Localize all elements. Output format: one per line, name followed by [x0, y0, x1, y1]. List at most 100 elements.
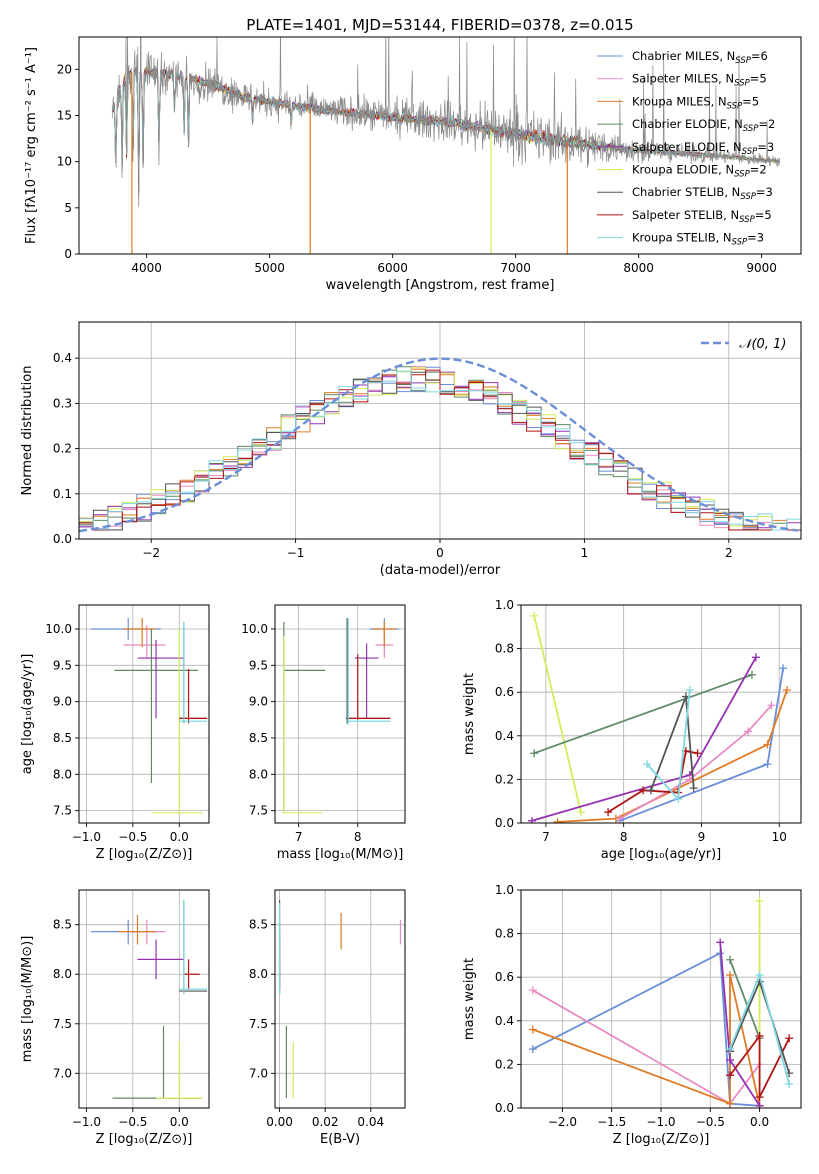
spectrum-axes-box [78, 36, 802, 255]
spectrum-legend-sub-5: SSP [734, 170, 750, 180]
age_vs_mass-point-4 [354, 643, 379, 719]
spectrum-xtick-label-3: 7000 [500, 261, 531, 275]
weight_vs_Z-ylabel: mass weight [462, 958, 477, 1040]
mass_vs_Z-point-8 [179, 899, 208, 995]
weight_vs_age-series-2 [527, 653, 760, 823]
weight_vs_Z-marker-8-0 [726, 1045, 735, 1054]
weight_vs_age-marker-2-2 [751, 653, 760, 662]
age_vs_mass-ytick-label-1: 8.0 [249, 767, 268, 781]
spectrum-legend-sub-2: SSP [727, 101, 743, 111]
spectrum-legend-sub-0: SSP [735, 56, 751, 66]
age_vs_Z-ytick-label-4: 9.5 [53, 658, 72, 672]
mass_vs_ebv-ytick-label-3: 8.5 [249, 918, 268, 932]
weight_vs_Z-series-8 [726, 971, 794, 1089]
residual_histogram-xtick-label-0: −2 [142, 546, 160, 560]
weight_vs_Z-xtick-label-3: −0.5 [696, 1115, 725, 1129]
age_vs_mass-ytick-label-2: 8.5 [249, 731, 268, 745]
spectrum-legend-sub-1: SSP [734, 79, 750, 89]
weight_vs_age-ytick-label-2: 0.4 [495, 729, 514, 743]
residual_histogram-ytick-label-0: 0.0 [53, 532, 72, 546]
mass_vs_ebv-xtick-label-0: 0.00 [266, 1115, 293, 1129]
weight_vs_age-xtick-label-1: 8 [620, 830, 628, 844]
weight_vs_Z-xtick-label-0: −2.0 [548, 1115, 577, 1129]
spectrum-legend-label-3: Chabrier ELODIE, NSSP=2 [632, 117, 775, 134]
weight_vs_age-series-8 [643, 686, 694, 804]
age_vs_Z-frame: −1.0 −0.5 0.0 7.5 8.0 8.5 9.0 9.5 10.0 Z [log₁₀(Z… [20, 604, 210, 862]
residual_histogram-xlabel: (data-model)/error [380, 563, 501, 578]
mass_vs_ebv-axes-box [274, 889, 406, 1109]
weight_vs_Z-marker-6-0 [726, 1071, 735, 1080]
weight_vs_age-marker-3-2 [779, 664, 788, 673]
weight_vs_Z-plot: −2.0 −1.5 −1.0 −0.5 0.0 0.0 0.2 0.4 0.6 0.8 1.0 Z [… [462, 883, 802, 1147]
spectrum-legend-label-5: Kroupa ELODIE, NSSP=2 [632, 163, 767, 180]
age_vs_mass-point-2 [372, 621, 397, 648]
weight_vs_Z-ytick-label-5: 1.0 [495, 883, 514, 897]
weight_vs_Z-marker-4-0 [726, 955, 735, 964]
age_vs_mass-ytick-label-3: 9.0 [249, 695, 268, 709]
spectrum-legend-text-7: Salpeter STELIB, N [632, 208, 739, 222]
histogram-legend-label: 𝒩(0, 1) [739, 337, 786, 352]
mass_vs_ebv-frame: 0.00 0.02 0.04 7.0 7.5 8.0 8.5 E(B-V) [249, 889, 406, 1147]
spectrum-legend-label-2: Kroupa MILES, NSSP=5 [632, 94, 759, 111]
weight_vs_age-frame: 7 8 9 10 0.0 0.2 0.4 0.6 0.8 1.0 age [log₁₀(age/yr… [462, 598, 802, 862]
weight_vs_Z-marker-1-0 [528, 986, 537, 995]
weight_vs_Z-ytick-label-4: 0.8 [495, 927, 514, 941]
weight_vs_Z-ytick-label-2: 0.4 [495, 1014, 514, 1028]
weight_vs_age-marker-1-1 [748, 670, 756, 679]
weight_vs_Z-xtick-label-2: −1.0 [646, 1115, 675, 1129]
weight_vs_Z-ytick-label-1: 0.2 [495, 1057, 514, 1071]
age_vs_Z-point-4 [137, 639, 184, 719]
spectrum-ytick-label-3: 15 [57, 108, 72, 122]
mass_vs_Z-xtick-label-0: −1.0 [72, 1115, 101, 1129]
age_vs_Z-ytick-label-1: 8.0 [53, 767, 72, 781]
weight_vs_age-marker-1-0 [530, 749, 539, 758]
age_vs_Z-ytick-label-3: 9.0 [53, 695, 72, 709]
age_vs_mass-grid [275, 605, 405, 823]
residual_histogram-ylabel: Normed distribution [20, 366, 35, 496]
weight_vs_age-ytick-label-5: 1.0 [495, 598, 514, 612]
mass_vs_ebv-ytick-label-0: 7.0 [249, 1066, 268, 1080]
spectrum-legend-sub-4: SSP [742, 147, 758, 157]
spectrum-legend-tail-8: =3 [747, 231, 764, 245]
spectrum-legend-tail-7: =5 [755, 208, 772, 222]
weight_vs_Z-xtick-label-1: −1.5 [597, 1115, 626, 1129]
histogram-series-7 [79, 369, 801, 531]
weight_vs_age-xlabel: age [log₁₀(age/yr)] [601, 847, 722, 862]
spectrum-legend-label-4: Salpeter ELODIE, NSSP=3 [632, 140, 774, 157]
spectrum-legend-text-1: Salpeter MILES, N [632, 72, 734, 86]
spectrum-legend-text-5: Kroupa ELODIE, N [632, 163, 734, 177]
weight_vs_Z-marker-8-2 [785, 1080, 794, 1089]
spectrum-legend-tail-0: =6 [751, 49, 768, 63]
spectrum-ytick-label-0: 0 [64, 247, 72, 261]
spectrum-ytick-label-2: 10 [57, 155, 72, 169]
spectrum-xtick-label-4: 8000 [623, 261, 654, 275]
weight_vs_age-marker-4-2 [763, 740, 772, 749]
age_vs_Z-xtick-label-2: 0.0 [170, 830, 189, 844]
spectrum-ytick-label-1: 5 [64, 201, 72, 215]
weight_vs_age-marker-0-0 [530, 611, 539, 620]
weight_vs_age-line-0 [533, 615, 582, 813]
weight_vs_age-series-4 [553, 686, 791, 823]
weight_vs_age-plot: 7 8 9 10 0.0 0.2 0.4 0.6 0.8 1.0 age [log₁₀(age/yr… [462, 598, 802, 862]
spectrum-data-line [111, 37, 781, 208]
weight_vs_Z-marker-2-1 [726, 1099, 735, 1108]
residual_histogram-xtick-label-2: 0 [436, 546, 444, 560]
weight_vs_age-marker-4-3 [783, 686, 791, 695]
weight_vs_age-marker-3-1 [763, 760, 772, 769]
mass_vs_Z-point-3 [112, 1025, 203, 1099]
spectrum-legend-label-6: Chabrier STELIB, NSSP=3 [632, 185, 773, 202]
spectrum-marks [111, 37, 781, 254]
spectrum-legend-sub-3: SSP [743, 124, 759, 134]
weight_vs_Z-frame: −2.0 −1.5 −1.0 −0.5 0.0 0.0 0.2 0.4 0.6 0.8 1.0 Z [… [462, 883, 802, 1147]
age_vs_Z-point-8 [179, 621, 208, 724]
age_vs_Z-axes-box [78, 604, 210, 824]
weight_vs_age-marker-2-0 [527, 816, 536, 823]
mass_vs_Z-frame: −1.0 −0.5 0.0 7.0 7.5 8.0 8.5 Z [log₁₀(Z/Z⊙)] ma… [20, 889, 210, 1147]
age_vs_mass-marks [282, 618, 400, 814]
age_vs_Z-grid [79, 605, 209, 823]
spectrum-legend-label-1: Salpeter MILES, NSSP=5 [632, 72, 767, 89]
spectrum-xtick-label-2: 6000 [377, 261, 408, 275]
mass_vs_Z-xtick-label-1: −0.5 [118, 1115, 147, 1129]
